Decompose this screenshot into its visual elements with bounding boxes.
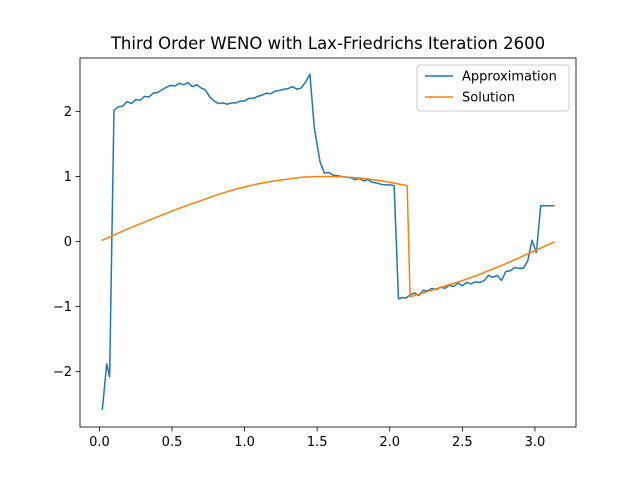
y-tick-label: 1	[64, 170, 72, 185]
x-tick-label: 1.0	[234, 435, 255, 450]
x-tick-label: 3.0	[525, 435, 546, 450]
legend-label-approximation: Approximation	[462, 70, 557, 85]
series-line-approximation	[101, 73, 555, 411]
chart-title: Third Order WENO with Lax-Friedrichs Ite…	[110, 34, 545, 53]
y-tick-label: 2	[64, 105, 72, 120]
series-layer	[101, 73, 555, 411]
x-axis: 0.0 0.5 1.0 1.5 2.0 2.5 3.0	[89, 427, 545, 450]
axes-frame	[79, 57, 577, 428]
x-tick-label: 2.5	[452, 435, 473, 450]
legend-label-solution: Solution	[462, 91, 515, 106]
y-tick-label: −1	[53, 300, 72, 315]
y-tick-label: −2	[53, 365, 72, 380]
legend: Approximation Solution	[416, 64, 570, 112]
series-line-solution	[101, 175, 555, 298]
x-tick-label: 0.5	[162, 435, 183, 450]
y-axis: −2 −1 0 1 2	[53, 105, 80, 380]
x-tick-label: 2.0	[379, 435, 400, 450]
x-tick-label: 1.5	[307, 435, 328, 450]
y-tick-label: 0	[64, 235, 72, 250]
x-tick-label: 0.0	[89, 435, 110, 450]
legend-box	[416, 64, 570, 112]
